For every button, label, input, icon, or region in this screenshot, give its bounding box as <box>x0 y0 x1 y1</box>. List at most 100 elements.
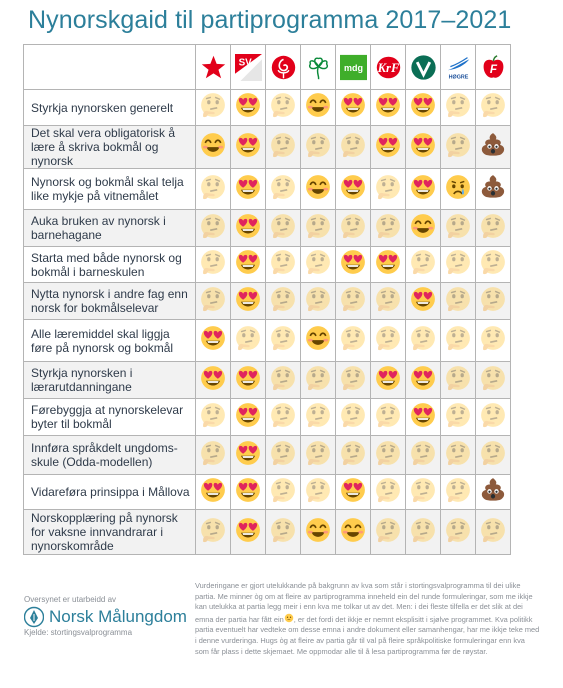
heart-eyes-icon <box>409 364 437 397</box>
rating-cell <box>265 125 301 169</box>
rating-cell <box>475 435 511 475</box>
rating-cell <box>300 168 336 210</box>
rating-cell <box>195 435 231 475</box>
thinking-face-icon <box>409 439 437 472</box>
thinking-face-icon <box>269 173 297 206</box>
thinking-face-icon <box>269 439 297 472</box>
rating-cell <box>335 168 371 210</box>
rating-cell <box>230 246 266 283</box>
rating-cell <box>440 398 476 436</box>
rating-cell <box>195 319 231 362</box>
thinking-face-icon <box>199 516 227 549</box>
rating-cell <box>265 209 301 247</box>
credit-text: Oversynet er utarbeidd av <box>24 595 117 604</box>
rating-cell <box>230 509 266 555</box>
rating-cell <box>195 474 231 510</box>
poop-icon <box>479 173 507 206</box>
rating-cell <box>370 435 406 475</box>
thinking-face-icon <box>199 91 227 124</box>
rating-cell <box>475 319 511 362</box>
thinking-face-icon <box>444 91 472 124</box>
rating-cell <box>195 209 231 247</box>
thinking-face-icon <box>444 324 472 357</box>
rating-cell <box>265 474 301 510</box>
thinking-face-icon <box>304 285 332 318</box>
thinking-face-icon <box>269 248 297 281</box>
svg-text:KrF: KrF <box>376 61 399 75</box>
thinking-face-icon <box>409 248 437 281</box>
heart-eyes-icon <box>199 364 227 397</box>
heart-eyes-icon <box>234 439 262 472</box>
rating-cell <box>265 319 301 362</box>
thinking-face-icon <box>479 516 507 549</box>
rating-cell <box>230 209 266 247</box>
thinking-face-icon <box>444 401 472 434</box>
thinking-face-icon <box>374 285 402 318</box>
party-venstre <box>405 44 441 90</box>
rating-cell <box>265 282 301 320</box>
rating-cell <box>440 435 476 475</box>
svg-text:F: F <box>489 62 497 75</box>
rating-cell <box>230 125 266 169</box>
smiley-icon <box>339 516 367 549</box>
party-frp: F <box>475 44 511 90</box>
table-row: Norskopplæring på nynorsk for vaksne inn… <box>23 509 511 555</box>
thinking-face-icon <box>339 364 367 397</box>
thinking-face-icon <box>444 212 472 245</box>
heart-eyes-icon <box>234 285 262 318</box>
rating-cell <box>405 435 441 475</box>
rating-cell <box>300 361 336 399</box>
heart-eyes-icon <box>409 91 437 124</box>
frp-apple-icon: F <box>483 54 503 78</box>
note-part-1: Vurderingane er gjort utelukkande på bak… <box>195 581 533 624</box>
thinking-face-icon <box>269 401 297 434</box>
smiley-icon <box>304 173 332 206</box>
rating-cell <box>230 361 266 399</box>
party-krf: KrF <box>370 44 406 90</box>
rating-cell <box>370 509 406 555</box>
rating-cell <box>335 89 371 126</box>
thinking-face-icon <box>374 212 402 245</box>
rating-cell <box>265 89 301 126</box>
thinking-face-icon <box>199 173 227 206</box>
rating-cell <box>335 435 371 475</box>
venstre-logo-icon <box>410 54 436 80</box>
criterion-label: Styrkja nynorsken generelt <box>23 89 196 126</box>
thinking-face-icon <box>199 248 227 281</box>
smiley-icon <box>304 516 332 549</box>
rating-cell <box>405 246 441 283</box>
thinking-face-icon <box>444 439 472 472</box>
rating-cell <box>195 89 231 126</box>
sp-clover-icon <box>308 56 328 79</box>
rating-cell <box>440 168 476 210</box>
thinking-face-icon <box>444 364 472 397</box>
rating-cell <box>265 435 301 475</box>
table-row: Innføra språkdelt ungdoms-skule (Odda-mo… <box>23 435 511 475</box>
heart-eyes-icon <box>339 91 367 124</box>
mdg-logo-icon: mdg <box>339 54 367 80</box>
rating-cell <box>475 168 511 210</box>
thinking-face-icon <box>234 324 262 357</box>
table-row: Nynorsk og bokmål skal telja like mykje … <box>23 168 511 210</box>
rating-cell <box>300 398 336 436</box>
rating-cell <box>475 89 511 126</box>
thinking-face-icon <box>479 91 507 124</box>
heart-eyes-icon <box>339 173 367 206</box>
rating-cell <box>370 282 406 320</box>
rating-cell <box>195 168 231 210</box>
page-title: Nynorskgaid til partiprogramma 2017–2021 <box>28 6 512 34</box>
heart-eyes-icon <box>234 173 262 206</box>
rodt-star-icon <box>201 55 225 78</box>
org-name: Norsk Målungdom <box>49 607 187 626</box>
rating-cell <box>335 209 371 247</box>
criterion-label: Styrkja nynorsken i lærarutdanningane <box>23 361 196 399</box>
heart-eyes-icon <box>199 476 227 509</box>
svg-text:SV: SV <box>238 57 252 68</box>
rating-cell <box>440 282 476 320</box>
heart-eyes-icon <box>339 476 367 509</box>
thinking-face-icon <box>479 401 507 434</box>
fountain-pen-icon <box>24 606 44 628</box>
criterion-label: Alle læremiddel skal liggja føre på nyno… <box>23 319 196 362</box>
thinking-face-icon <box>444 248 472 281</box>
criterion-label: Nytta nynorsk i andre fag enn norsk for … <box>23 282 196 320</box>
